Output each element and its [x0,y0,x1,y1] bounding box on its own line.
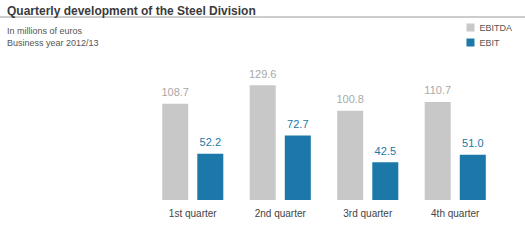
svg-text:Business year 2012/13: Business year 2012/13 [7,38,99,48]
svg-text:72.7: 72.7 [287,118,308,130]
svg-text:108.7: 108.7 [161,86,189,98]
svg-text:51.0: 51.0 [462,137,483,149]
svg-text:42.5: 42.5 [375,145,396,157]
svg-text:In millions of euros: In millions of euros [7,26,83,36]
svg-text:2nd quarter: 2nd quarter [255,208,307,219]
svg-text:100.8: 100.8 [336,93,364,105]
svg-text:52.2: 52.2 [200,136,221,148]
svg-text:1st quarter: 1st quarter [169,208,217,219]
svg-text:110.7: 110.7 [424,84,451,96]
svg-text:EBIT: EBIT [479,38,500,48]
svg-text:129.6: 129.6 [249,68,277,80]
svg-text:4th quarter: 4th quarter [431,208,480,219]
svg-text:Quarterly development of the S: Quarterly development of the Steel Divis… [7,4,256,18]
svg-text:EBITDA: EBITDA [479,23,512,33]
svg-text:3rd quarter: 3rd quarter [343,208,393,219]
